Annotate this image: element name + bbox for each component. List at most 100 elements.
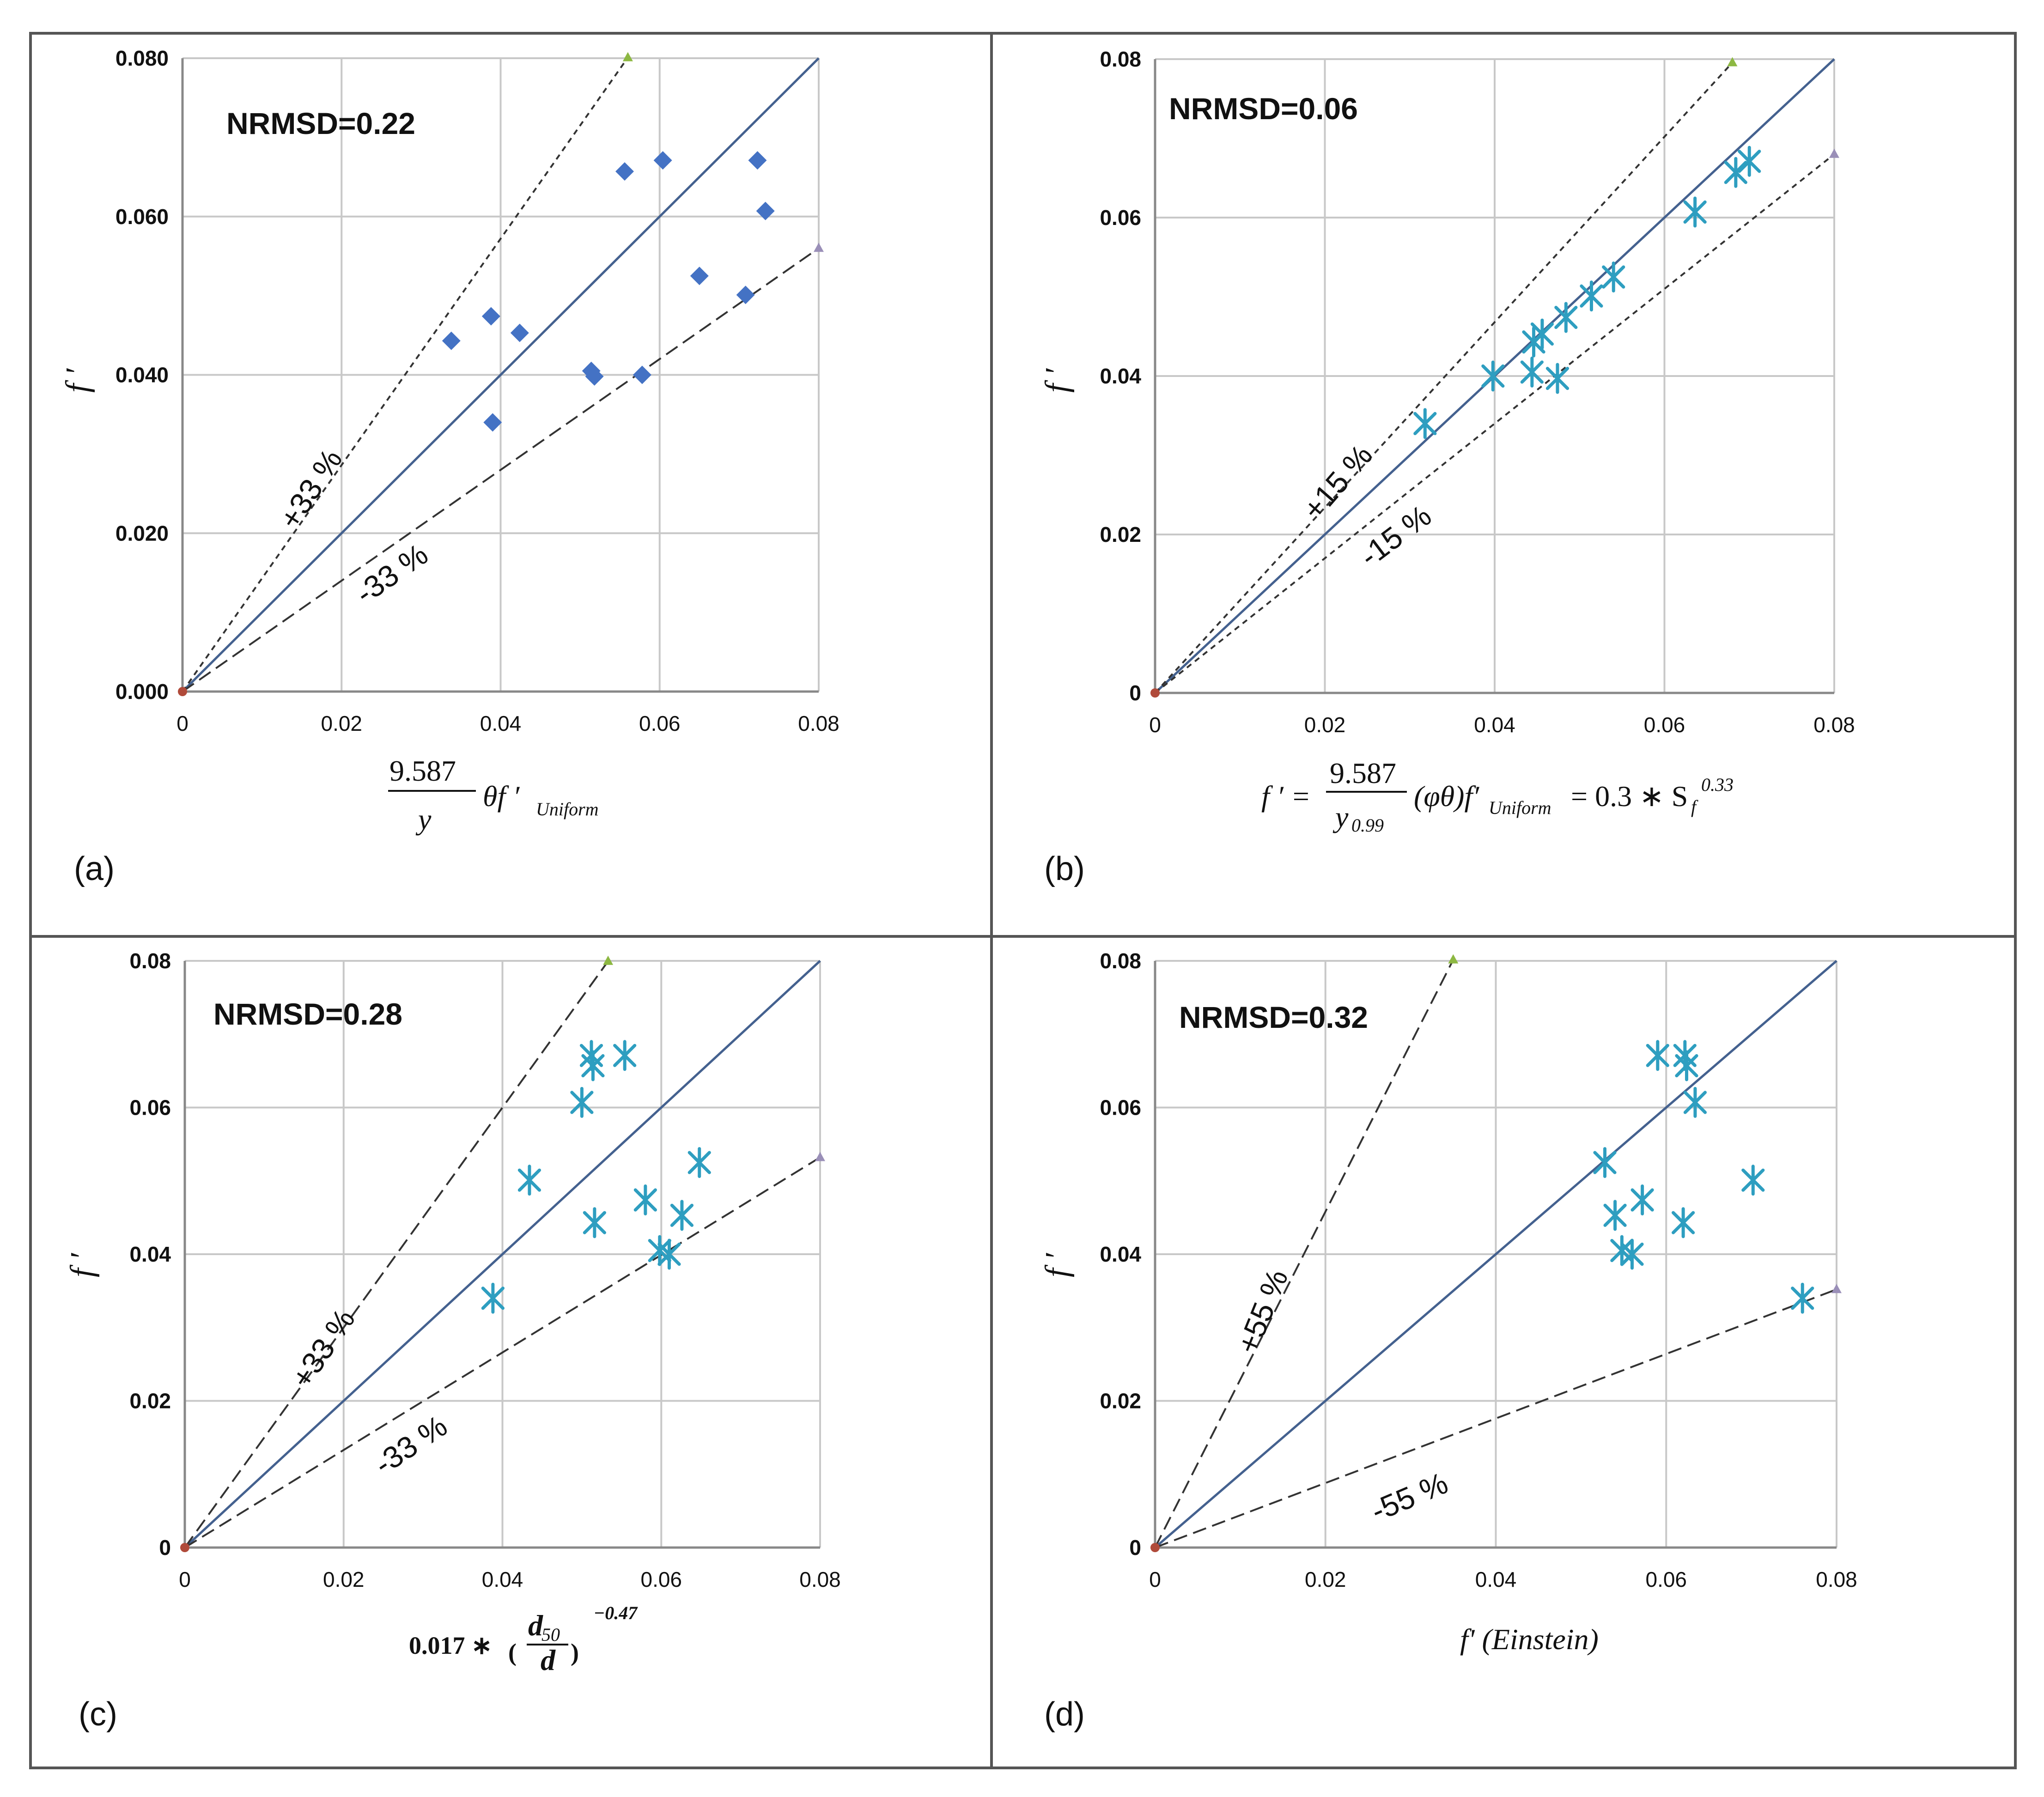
x-tick-label-a: 0.08: [798, 711, 840, 735]
data-point-c: [570, 1087, 594, 1118]
x-label-num-c: d: [528, 1609, 543, 1642]
band-line-lower-c: [184, 1156, 821, 1548]
data-point-c: [583, 1207, 606, 1238]
data-point-a: [756, 201, 775, 220]
data-point-b: [1413, 408, 1437, 439]
y-tick-label-a: 0.000: [116, 680, 169, 704]
x-tick-label-d: 0.04: [1475, 1567, 1517, 1591]
data-point-d: [1620, 1238, 1644, 1270]
nrmsd-label-d: NRMSD=0.32: [1179, 1000, 1368, 1034]
band-end-marker-d: [1831, 1284, 1842, 1293]
band-end-marker-a: [814, 243, 824, 252]
x-tick-label-b: 0.02: [1304, 713, 1346, 737]
data-point-c: [517, 1165, 541, 1196]
data-point-b: [1724, 157, 1747, 188]
x-label-sup-c: −0.47: [594, 1603, 638, 1623]
data-point-a: [510, 323, 529, 342]
x-label-post-b: = 0.3 ∗ S: [1571, 780, 1688, 813]
data-point-c: [657, 1238, 681, 1270]
x-label-rest-a: θf ′: [483, 780, 520, 813]
band-line-upper-d: [1154, 959, 1454, 1548]
x-label-pre-c: 0.017 ∗: [409, 1632, 492, 1659]
data-point-c: [481, 1282, 505, 1314]
data-point-a: [748, 151, 767, 170]
data-point-d: [1791, 1282, 1814, 1314]
data-point-a: [653, 151, 672, 170]
y-tick-label-b: 0.08: [1100, 47, 1141, 71]
x-label-post-sub-b: f: [1691, 796, 1698, 817]
x-label-den-a: y: [415, 803, 432, 836]
x-tick-label-c: 0.04: [482, 1567, 523, 1591]
band-label-upper-c: +33 %: [284, 1303, 361, 1394]
band-label-lower-b: -15 %: [1353, 498, 1437, 573]
plot-area-c: 0 0.02 0.04 0.06 0.08 0 0.02 0.04 0.06 0.08: [129, 949, 840, 1591]
y-tick-label-b: 0.06: [1100, 206, 1141, 230]
y-axis-label-c: f ′: [64, 1252, 100, 1277]
x-label-rest-b: (φθ)f′: [1414, 780, 1479, 813]
panel-d: 0 0.02 0.04 0.06 0.08 0 0.02 0.04 0.06 0.08 NRMSD…: [1039, 949, 1857, 1733]
x-tick-label-d: 0: [1149, 1567, 1161, 1591]
y-tick-label-d: 0.02: [1100, 1389, 1141, 1413]
band-label-upper-b: +15 %: [1296, 438, 1379, 526]
x-axis-label-d: f' (Einstein): [1460, 1623, 1599, 1656]
panel-label-b: (b): [1044, 850, 1085, 887]
x-axis-label-a: 9.587 y θf ′ Uniform: [388, 754, 599, 836]
data-point-a: [633, 365, 651, 384]
band-end-marker-c: [815, 1152, 825, 1161]
data-point-a: [483, 413, 502, 432]
nrmsd-label-c: NRMSD=0.28: [213, 997, 402, 1031]
origin-marker-d: [1150, 1543, 1160, 1552]
y-tick-label-c: 0.04: [129, 1242, 171, 1266]
data-point-c: [670, 1200, 694, 1231]
data-point-b: [1545, 363, 1570, 394]
data-point-d: [1672, 1207, 1695, 1238]
x-label-sub-b: Uniform: [1489, 797, 1551, 818]
x-label-den-sub-b: 0.99: [1351, 815, 1384, 836]
origin-marker-c: [180, 1543, 189, 1552]
nrmsd-label-a: NRMSD=0.22: [226, 106, 415, 140]
data-point-a: [481, 307, 500, 326]
x-tick-label-d: 0.08: [1816, 1567, 1857, 1591]
one-to-one-line-c: [184, 960, 821, 1548]
data-point-a: [442, 331, 461, 350]
y-tick-label-d: 0.06: [1100, 1096, 1141, 1120]
band-line-upper-b: [1154, 62, 1733, 694]
band-end-marker-d: [1448, 954, 1459, 964]
x-tick-label-b: 0.06: [1644, 713, 1685, 737]
data-point-b: [1580, 280, 1603, 312]
x-label-paren-open-c: (: [508, 1639, 517, 1666]
x-tick-label-a: 0.04: [480, 711, 522, 735]
plot-area-d: 0 0.02 0.04 0.06 0.08 0 0.02 0.04 0.06 0.08: [1100, 949, 1857, 1591]
x-label-post-sup-b: 0.33: [1701, 774, 1734, 795]
y-tick-label-c: 0: [159, 1536, 171, 1560]
plot-area-a: 0 0.02 0.04 0.06 0.08 0.000 0.020 0.040 0.060 0.0…: [116, 46, 840, 735]
x-tick-label-d: 0.06: [1645, 1567, 1687, 1591]
data-point-d: [1741, 1165, 1765, 1196]
x-tick-label-b: 0.08: [1813, 713, 1855, 737]
band-label-lower-c: -33 %: [368, 1408, 453, 1481]
data-point-b: [1520, 356, 1544, 388]
x-label-pre-b: f ′ =: [1261, 780, 1311, 813]
x-tick-label-c: 0.02: [323, 1567, 365, 1591]
y-tick-label-d: 0.04: [1100, 1242, 1141, 1266]
y-tick-label-c: 0.06: [129, 1096, 171, 1120]
x-axis-label-b: f ′ = 9.587 y 0.99 (φθ)f′ Uniform = 0.3 …: [1261, 757, 1734, 836]
panel-a: 0 0.02 0.04 0.06 0.08 0.000 0.020 0.040 0.060 0.0…: [60, 46, 840, 887]
data-point-c: [581, 1050, 605, 1081]
panel-label-d: (d): [1044, 1696, 1085, 1733]
data-point-d: [1646, 1040, 1669, 1071]
data-point-b: [1481, 360, 1505, 392]
data-point-a: [690, 267, 709, 285]
y-tick-label-a: 0.080: [116, 46, 169, 70]
y-tick-label-c: 0.02: [129, 1389, 171, 1413]
one-to-one-line-a: [182, 57, 820, 692]
panel-label-c: (c): [79, 1696, 117, 1733]
x-tick-label-a: 0.02: [321, 711, 362, 735]
x-tick-label-c: 0: [179, 1567, 191, 1591]
x-tick-label-a: 0: [176, 711, 189, 735]
band-end-marker-b: [1829, 148, 1839, 158]
band-label-lower-d: -55 %: [1366, 1465, 1453, 1528]
data-point-b: [1554, 302, 1578, 333]
x-axis-label-c: 0.017 ∗ ( d 50 d ) −0.47: [409, 1603, 638, 1676]
